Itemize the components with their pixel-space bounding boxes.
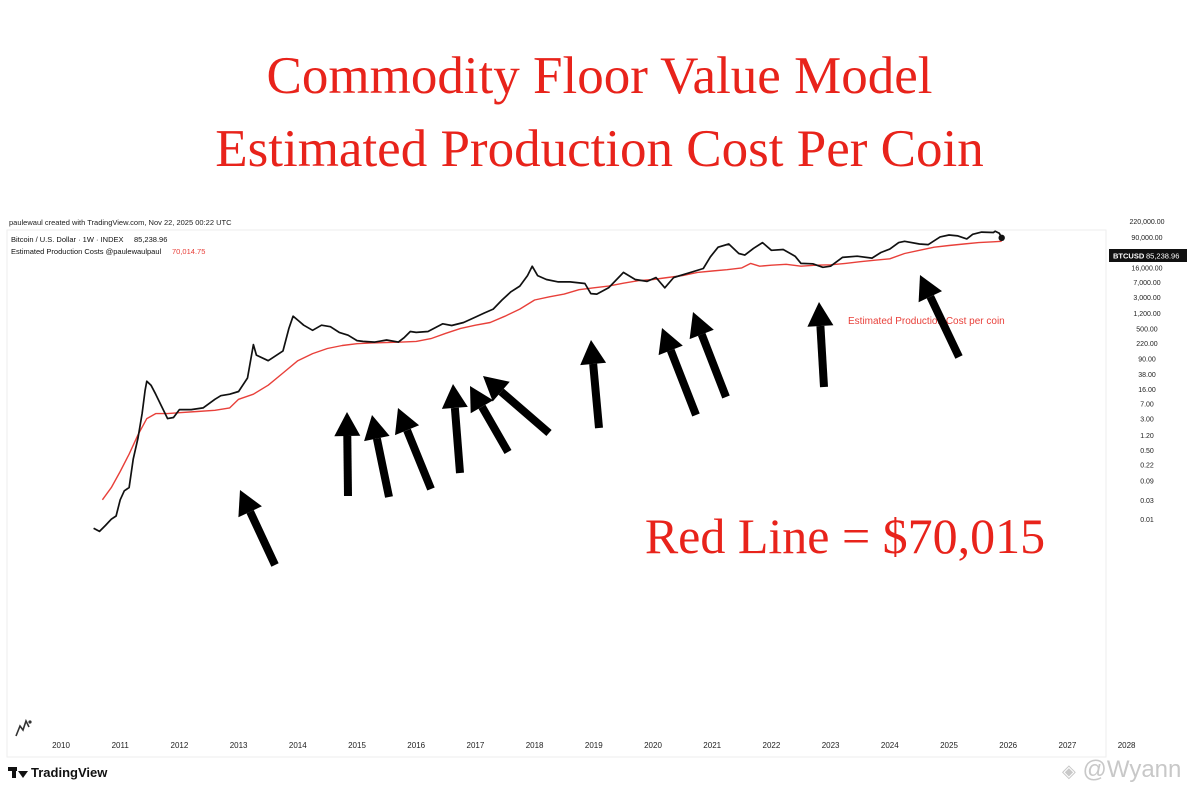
y-tick-label: 3,000.00 xyxy=(1133,295,1160,302)
price-badge-value: 85,238.96 xyxy=(1146,252,1179,261)
y-tick-label: 220.00 xyxy=(1136,341,1158,348)
x-tick-label: 2020 xyxy=(644,741,662,750)
x-tick-label: 2023 xyxy=(822,741,840,750)
y-tick-label: 16,000.00 xyxy=(1131,265,1162,272)
tradingview-brand-text: TradingView xyxy=(31,765,108,780)
x-tick-label: 2028 xyxy=(1118,741,1136,750)
price-badge xyxy=(1109,249,1187,262)
x-tick-label: 2012 xyxy=(171,741,189,750)
watermark: ◈ @Wyann xyxy=(1062,756,1181,784)
x-tick-label: 2017 xyxy=(467,741,485,750)
legend-price-name: Bitcoin / U.S. Dollar · 1W · INDEX xyxy=(11,235,124,244)
annotation-arrow xyxy=(658,328,700,417)
annotation-arrow xyxy=(364,415,393,498)
annotation-arrow xyxy=(918,275,963,359)
y-tick-label: 1.20 xyxy=(1140,433,1154,440)
legend-price-value: 85,238.96 xyxy=(134,235,167,244)
y-tick-label: 0.01 xyxy=(1140,517,1154,524)
annotation-arrow xyxy=(395,408,435,491)
y-tick-label: 16.00 xyxy=(1138,387,1156,394)
x-tick-label: 2022 xyxy=(763,741,781,750)
x-tick-label: 2013 xyxy=(230,741,248,750)
y-tick-label: 3.00 xyxy=(1140,417,1154,424)
annotation-arrow xyxy=(580,340,607,429)
y-tick-label: 0.22 xyxy=(1140,463,1154,470)
tradingview-brand: TradingView xyxy=(8,765,107,780)
y-tick-label: 500.00 xyxy=(1136,326,1158,333)
y-tick-label: 0.09 xyxy=(1140,478,1154,485)
y-tick-label: 38.00 xyxy=(1138,372,1156,379)
x-tick-label: 2016 xyxy=(407,741,425,750)
y-tick-label: 7.00 xyxy=(1140,402,1154,409)
annotation-arrow xyxy=(238,490,279,567)
y-tick-label: 90,000.00 xyxy=(1131,235,1162,242)
y-tick-label: 1,200.00 xyxy=(1133,311,1160,318)
cost-annotation: Estimated Production Cost per coin xyxy=(848,316,1005,327)
x-tick-label: 2024 xyxy=(881,741,899,750)
annotation-arrow xyxy=(483,376,552,437)
production-cost-line xyxy=(101,240,1002,501)
x-tick-label: 2018 xyxy=(526,741,544,750)
tradingview-small-logo xyxy=(15,718,32,737)
tradingview-logo-icon xyxy=(8,767,28,778)
x-tick-label: 2021 xyxy=(703,741,721,750)
x-tick-label: 2010 xyxy=(52,741,70,750)
btc-price-line xyxy=(93,230,1003,533)
x-tick-label: 2027 xyxy=(1059,741,1077,750)
x-tick-label: 2014 xyxy=(289,741,307,750)
credit-text: paulewaul created with TradingView.com, … xyxy=(9,218,232,227)
watermark-logo-icon: ◈ xyxy=(1062,761,1076,781)
annotation-arrow xyxy=(441,384,468,474)
y-tick-label: 0.50 xyxy=(1140,448,1154,455)
x-tick-label: 2026 xyxy=(999,741,1017,750)
watermark-text: @Wyann xyxy=(1082,756,1182,783)
plot-frame xyxy=(6,229,1107,758)
annotation-arrow xyxy=(807,302,834,388)
y-tick-label: 7,000.00 xyxy=(1133,280,1160,287)
annotation-arrow xyxy=(334,412,361,497)
chart-title-line-1: Commodity Floor Value Model xyxy=(266,47,933,105)
legend-cost-name: Estimated Production Costs @paulewaulpau… xyxy=(11,247,162,256)
x-tick-label: 2011 xyxy=(112,741,130,750)
price-badge-symbol: BTCUSD xyxy=(1113,252,1145,261)
annotation-arrow xyxy=(689,312,730,399)
y-tick-label: 220,000.00 xyxy=(1129,219,1164,226)
chart-title-line-2: Estimated Production Cost Per Coin xyxy=(215,120,984,178)
x-tick-label: 2025 xyxy=(940,741,958,750)
annotation-arrow xyxy=(470,386,512,454)
chart-area: paulewaul created with TradingView.com, … xyxy=(6,218,1187,758)
y-tick-label: 90.00 xyxy=(1138,357,1156,364)
x-tick-label: 2019 xyxy=(585,741,603,750)
x-tick-label: 2015 xyxy=(348,741,366,750)
red-line-value-label: Red Line = $70,015 xyxy=(645,508,1045,564)
y-tick-label: 0.03 xyxy=(1140,498,1154,505)
legend-cost-value: 70,014.75 xyxy=(172,247,205,256)
last-price-dot xyxy=(998,234,1005,242)
